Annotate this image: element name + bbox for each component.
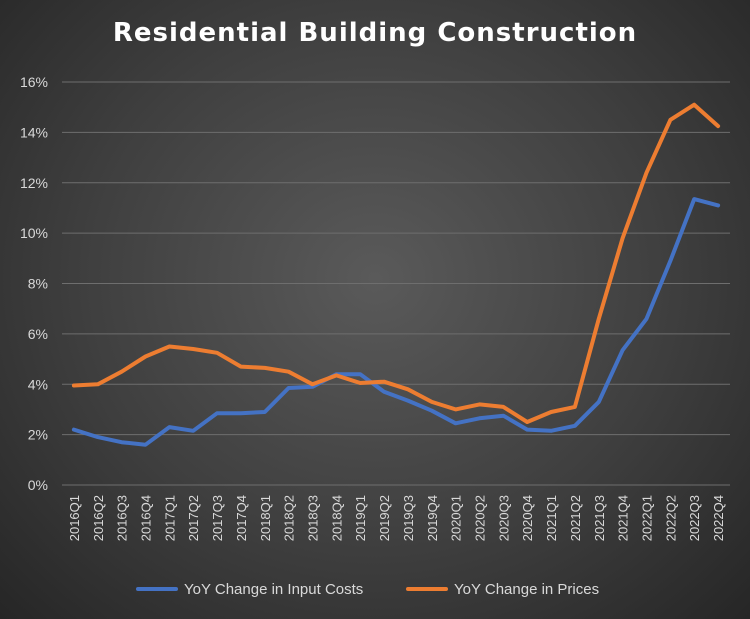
y-tick-label: 12%: [20, 175, 48, 191]
y-tick-label: 4%: [28, 376, 48, 392]
x-tick-label: 2018Q3: [306, 495, 321, 541]
series-line-1: [71, 102, 721, 424]
x-tick-label: 2022Q4: [711, 495, 726, 541]
x-tick-label: 2019Q4: [425, 495, 440, 541]
gridlines: [62, 81, 730, 486]
x-tick-label: 2019Q1: [353, 495, 368, 541]
x-tick-label: 2018Q2: [282, 495, 297, 541]
x-tick-label: 2017Q2: [186, 495, 201, 541]
x-tick-label: 2021Q2: [568, 495, 583, 541]
x-tick-label: 2019Q2: [377, 495, 392, 541]
x-tick-label: 2021Q4: [616, 495, 631, 541]
x-tick-label: 2022Q3: [687, 495, 702, 541]
legend: YoY Change in Input Costs YoY Change in P…: [136, 581, 599, 598]
x-axis-ticks: 2016Q1 2016Q2 2016Q3 2016Q4 2017Q1 2017Q2 2017…: [67, 495, 726, 541]
x-tick-label: 2017Q4: [234, 495, 249, 541]
x-tick-label: 2022Q2: [663, 495, 678, 541]
y-axis-ticks: 0% 2% 4% 6% 8% 10% 12% 14% 16%: [20, 74, 48, 493]
x-tick-label: 2019Q3: [401, 495, 416, 541]
y-tick-label: 16%: [20, 74, 48, 90]
x-tick-label: 2020Q2: [473, 495, 488, 541]
y-tick-label: 2%: [28, 427, 48, 443]
x-tick-label: 2018Q1: [258, 495, 273, 541]
x-tick-label: 2016Q4: [139, 495, 154, 541]
y-tick-label: 6%: [28, 326, 48, 342]
y-tick-label: 8%: [28, 276, 48, 292]
series-line-0: [71, 197, 721, 447]
x-tick-label: 2016Q1: [67, 495, 82, 541]
x-tick-label: 2016Q3: [115, 495, 130, 541]
x-tick-label: 2018Q4: [329, 495, 344, 541]
x-tick-label: 2021Q3: [592, 495, 607, 541]
x-tick-label: 2020Q3: [496, 495, 511, 541]
series-lines: [71, 102, 721, 447]
y-tick-label: 10%: [20, 225, 48, 241]
x-tick-label: 2017Q3: [210, 495, 225, 541]
legend-label-1: YoY Change in Prices: [454, 581, 599, 598]
y-tick-label: 14%: [20, 124, 48, 140]
y-tick-label: 0%: [28, 477, 48, 493]
x-tick-label: 2022Q1: [640, 495, 655, 541]
x-tick-label: 2016Q2: [91, 495, 106, 541]
x-tick-label: 2017Q1: [162, 495, 177, 541]
x-tick-label: 2020Q1: [449, 495, 464, 541]
x-tick-label: 2020Q4: [520, 495, 535, 541]
chart-title: Residential Building Construction: [112, 18, 638, 48]
x-tick-label: 2021Q1: [544, 495, 559, 541]
legend-label-0: YoY Change in Input Costs: [184, 581, 363, 598]
